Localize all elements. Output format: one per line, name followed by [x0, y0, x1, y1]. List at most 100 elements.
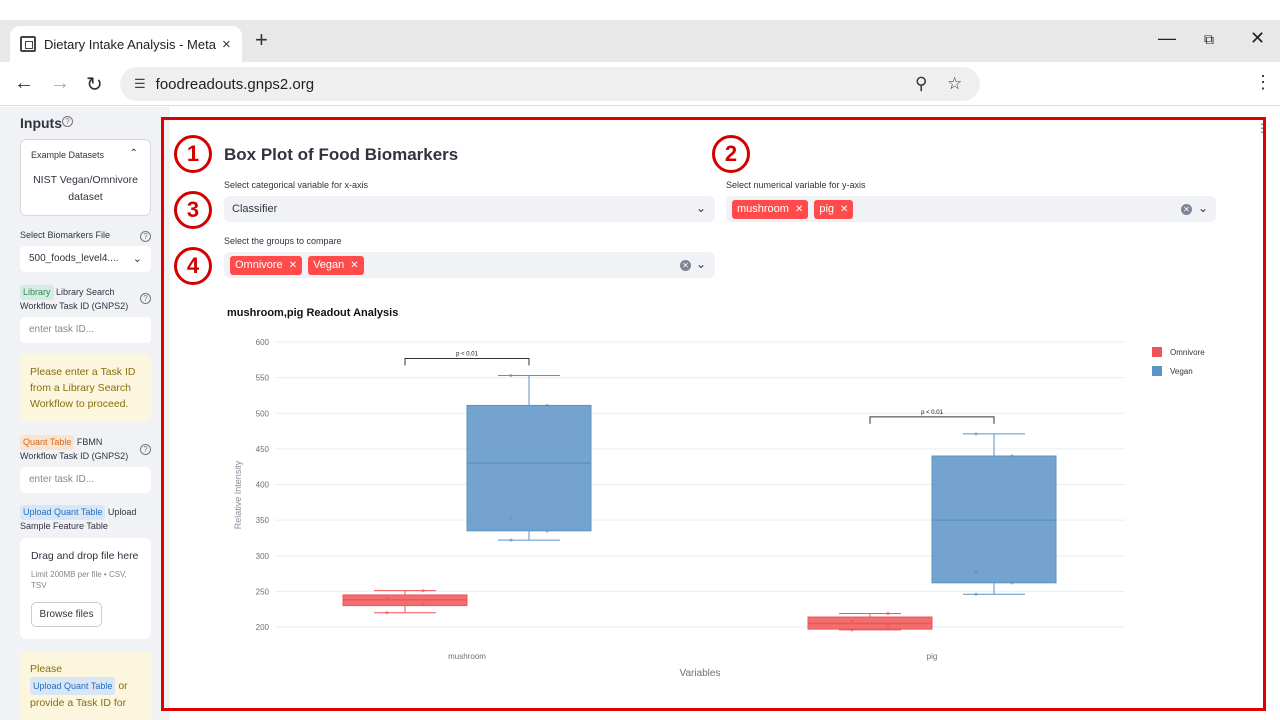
clear-icon[interactable]: ✕ — [680, 260, 691, 271]
x-axis-select-label: Select categorical variable for x-axis — [224, 180, 369, 190]
data-point — [850, 628, 854, 632]
tab-close-icon[interactable]: × — [222, 35, 231, 53]
x-tick-label: pig — [927, 652, 938, 661]
data-point — [1010, 581, 1014, 585]
y-tick-label: 500 — [256, 409, 270, 418]
biomarkers-value: 500_foods_level4.... — [29, 253, 119, 264]
y-axis-multiselect[interactable]: mushroom ✕ pig ✕ ✕ ⌄ — [726, 196, 1216, 222]
chevron-up-icon[interactable]: ⌃ — [129, 148, 138, 159]
help-icon[interactable]: ? — [62, 116, 73, 127]
upload-pill: Upload Quant Table — [20, 505, 106, 520]
chip-mushroom[interactable]: mushroom ✕ — [732, 199, 809, 219]
chart-title: mushroom,pig Readout Analysis — [227, 307, 398, 319]
chevron-down-icon[interactable]: ⌄ — [132, 253, 142, 265]
chevron-down-icon[interactable]: ⌄ — [1198, 201, 1209, 215]
forward-icon[interactable]: → — [50, 72, 70, 94]
quant-task-input[interactable]: enter task ID... — [20, 467, 151, 493]
chip-remove-icon[interactable]: ✕ — [288, 259, 298, 271]
marker-2: 2 — [712, 135, 750, 173]
upload-warning: Please Upload Quant Table or provide a T… — [20, 651, 151, 720]
site-favicon-icon — [20, 36, 36, 52]
site-info-icon[interactable]: ☰ — [134, 76, 146, 91]
browse-files-button[interactable]: Browse files — [31, 602, 102, 627]
library-pill: Library — [20, 285, 54, 300]
y-axis-title: Relative Intensity — [233, 460, 243, 529]
upload-pill-inline: Upload Quant Table — [30, 677, 116, 695]
reload-icon[interactable]: ↻ — [86, 74, 103, 96]
tab-title: Dietary Intake Analysis - Metab — [44, 36, 216, 52]
chip-pig[interactable]: pig ✕ — [814, 199, 854, 219]
chip-vegan[interactable]: Vegan ✕ — [308, 255, 364, 275]
data-point — [974, 570, 978, 574]
chip-remove-icon[interactable]: ✕ — [840, 203, 849, 215]
chip-remove-icon[interactable]: ✕ — [350, 259, 359, 271]
marker-4: 4 — [174, 247, 212, 285]
chevron-down-icon[interactable]: ⌄ — [696, 201, 707, 215]
groups-multiselect[interactable]: Omnivore ✕ Vegan ✕ ✕ ⌄ — [224, 252, 715, 278]
box — [466, 404, 592, 532]
upload-label-block: Upload Quant Table Upload Sample Feature… — [20, 505, 155, 533]
y-tick-label: 450 — [256, 445, 270, 454]
expander-label: Example Datasets — [31, 150, 105, 160]
help-icon[interactable]: ? — [140, 444, 151, 455]
data-point — [509, 373, 513, 378]
restore-icon[interactable]: ⧉ — [1204, 31, 1214, 47]
zoom-icon[interactable]: ⚲ — [915, 74, 928, 93]
y-axis-select-label: Select numerical variable for y-axis — [726, 180, 866, 190]
example-datasets-expander[interactable]: Example Datasets ⌃ NIST Vegan/Omnivore d… — [20, 139, 151, 216]
sidebar: Inputs ? Example Datasets ⌃ NIST Vegan/O… — [0, 107, 170, 720]
minimize-icon[interactable]: — — [1158, 28, 1176, 48]
browser-menu-icon[interactable]: ⋮ — [1254, 72, 1272, 92]
back-icon[interactable]: ← — [14, 72, 34, 94]
data-point — [1010, 454, 1014, 458]
top-strip — [0, 0, 1280, 20]
quant-pill: Quant Table — [20, 435, 75, 450]
biomarkers-select[interactable]: 500_foods_level4.... ⌄ — [20, 246, 151, 272]
data-point — [385, 611, 389, 615]
warn-text: provide a Task ID for — [30, 697, 127, 709]
new-tab-icon[interactable]: + — [255, 27, 268, 52]
library-label-block: Library Library Search Workflow Task ID … — [20, 285, 140, 313]
significance-label: p < 0.01 — [921, 410, 944, 416]
y-tick-label: 250 — [256, 587, 270, 596]
y-tick-label: 600 — [256, 338, 270, 347]
highlight-frame — [161, 117, 1266, 711]
example-dataset-link[interactable]: NIST Vegan/Omnivore dataset — [33, 174, 138, 203]
y-tick-label: 300 — [256, 552, 270, 561]
legend-label: Vegan — [1170, 367, 1193, 376]
x-axis-title: Variables — [680, 668, 721, 679]
y-tick-label: 200 — [256, 623, 270, 632]
close-window-icon[interactable]: ✕ — [1250, 28, 1266, 48]
browser-tab[interactable]: Dietary Intake Analysis - Metab × — [10, 26, 242, 62]
chip-omnivore[interactable]: Omnivore ✕ — [230, 255, 303, 275]
quant-label-block: Quant Table FBMN Workflow Task ID (GNPS2… — [20, 435, 140, 463]
url-text: foodreadouts.gnps2.org — [155, 75, 315, 93]
url-field[interactable]: ☰ foodreadouts.gnps2.org — [120, 67, 980, 101]
clear-icon[interactable]: ✕ — [1181, 204, 1192, 215]
help-icon[interactable]: ? — [140, 293, 151, 304]
data-point — [421, 589, 425, 593]
page-title: Box Plot of Food Biomarkers — [224, 145, 459, 164]
help-icon[interactable]: ? — [140, 231, 151, 242]
sidebar-title: Inputs — [20, 115, 62, 131]
chip-label: mushroom — [737, 203, 789, 215]
dropzone-limit: Limit 200MB per file • CSV, TSV — [31, 570, 127, 590]
y-tick-label: 400 — [256, 481, 270, 490]
significance-bracket — [404, 357, 530, 366]
upload-label: Upload Sample Feature Table — [20, 507, 137, 531]
file-dropzone[interactable]: Drag and drop file here Limit 200MB per … — [20, 538, 151, 639]
library-task-input[interactable]: enter task ID... — [20, 317, 151, 343]
library-warning: Please enter a Task ID from a Library Se… — [20, 354, 151, 422]
chevron-down-icon[interactable]: ⌄ — [696, 257, 707, 271]
bookmark-star-icon[interactable]: ☆ — [947, 74, 963, 93]
chip-remove-icon[interactable]: ✕ — [794, 203, 804, 215]
warn-text: or — [118, 680, 128, 692]
significance-bracket — [869, 416, 995, 424]
x-axis-value: Classifier — [232, 203, 278, 215]
legend-label: Omnivore — [1170, 348, 1205, 357]
data-point — [385, 596, 389, 601]
data-point — [886, 611, 890, 616]
main-menu-icon[interactable]: ⋮ — [1256, 121, 1268, 135]
biomarkers-label: Select Biomarkers File — [20, 230, 111, 240]
x-axis-select[interactable]: Classifier ⌄ — [224, 196, 715, 222]
